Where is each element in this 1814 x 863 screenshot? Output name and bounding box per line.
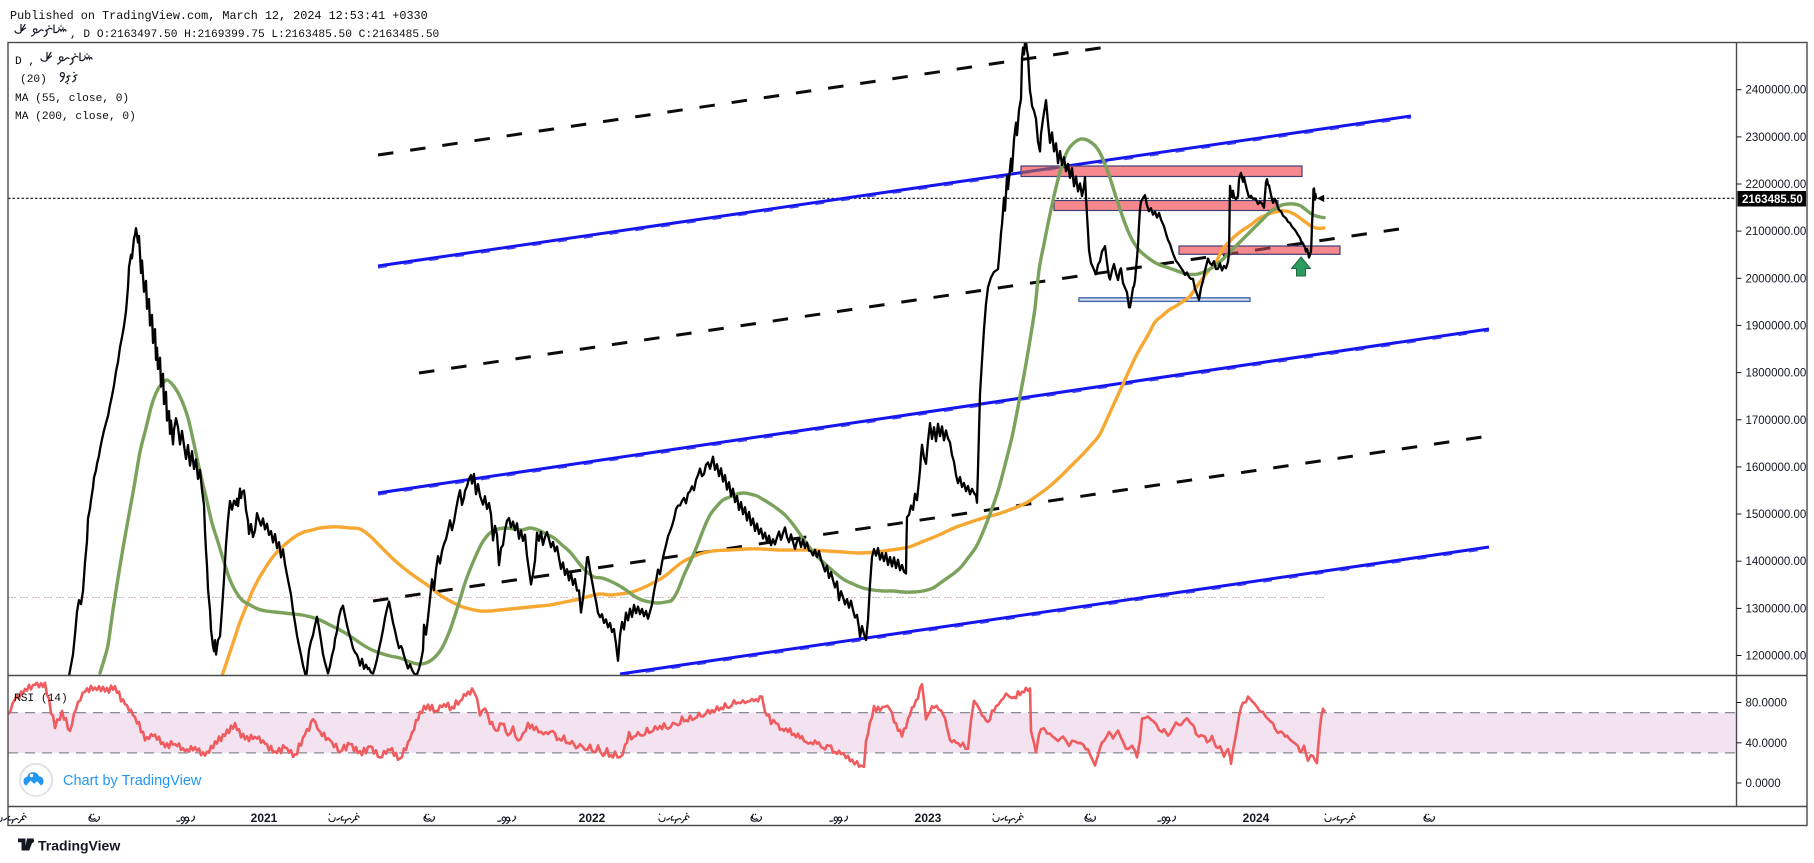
svg-text:0.0000: 0.0000 [1746,778,1781,790]
svg-text:2024: 2024 [1243,811,1270,825]
svg-text:Published on TradingView.com,: Published on TradingView.com, March 12, … [10,9,428,23]
svg-text:RSI (14): RSI (14) [14,693,68,705]
svg-text:2023: 2023 [915,811,942,825]
svg-text:2163485.50: 2163485.50 [1742,194,1803,206]
svg-text:2021: 2021 [251,811,278,825]
svg-text:2400000.00: 2400000.00 [1746,85,1807,97]
svg-text:D ,: D , [15,56,35,68]
svg-text:TradingView: TradingView [38,838,120,854]
svg-text:1600000.00: 1600000.00 [1746,462,1807,474]
svg-text:1400000.00: 1400000.00 [1746,556,1807,568]
svg-text:, D O:2163497.50 H:2169399.75: , D O:2163497.50 H:2169399.75 L:2163485.… [70,29,440,41]
svg-text:2300000.00: 2300000.00 [1746,132,1807,144]
svg-text:Chart by TradingView: Chart by TradingView [63,773,202,789]
svg-text:(20): (20) [20,74,47,86]
svg-text:MA (200, close, 0): MA (200, close, 0) [15,111,136,123]
svg-text:1700000.00: 1700000.00 [1746,415,1807,427]
svg-text:40.0000: 40.0000 [1746,738,1788,750]
svg-text:2000000.00: 2000000.00 [1746,273,1807,285]
svg-text:2100000.00: 2100000.00 [1746,226,1807,238]
svg-text:2200000.00: 2200000.00 [1746,179,1807,191]
svg-text:1300000.00: 1300000.00 [1746,603,1807,615]
svg-text:1200000.00: 1200000.00 [1746,651,1807,663]
svg-text:1500000.00: 1500000.00 [1746,509,1807,521]
svg-text:2022: 2022 [579,811,606,825]
svg-text:1900000.00: 1900000.00 [1746,320,1807,332]
svg-text:1800000.00: 1800000.00 [1746,368,1807,380]
svg-text:80.0000: 80.0000 [1746,698,1788,710]
svg-text:MA (55, close, 0): MA (55, close, 0) [15,93,129,105]
